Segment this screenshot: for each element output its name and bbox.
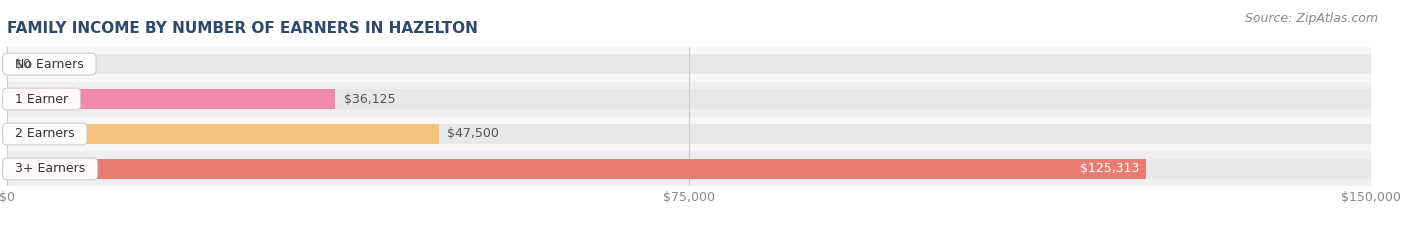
Text: 1 Earner: 1 Earner [7, 93, 76, 106]
Text: $36,125: $36,125 [343, 93, 395, 106]
Text: $0: $0 [15, 58, 31, 71]
Text: Source: ZipAtlas.com: Source: ZipAtlas.com [1244, 12, 1378, 25]
Bar [7, 159, 1146, 179]
Bar [7, 159, 1371, 179]
Bar [7, 89, 336, 109]
Bar [7, 82, 1371, 116]
Text: No Earners: No Earners [7, 58, 91, 71]
Bar [7, 151, 1371, 186]
Text: $47,500: $47,500 [447, 127, 499, 140]
Bar [7, 116, 1371, 151]
Text: FAMILY INCOME BY NUMBER OF EARNERS IN HAZELTON: FAMILY INCOME BY NUMBER OF EARNERS IN HA… [7, 21, 478, 36]
Text: $125,313: $125,313 [1080, 162, 1140, 175]
Bar [7, 124, 1371, 144]
Text: 2 Earners: 2 Earners [7, 127, 83, 140]
Bar [7, 47, 1371, 82]
Bar [7, 89, 1371, 109]
Text: 3+ Earners: 3+ Earners [7, 162, 93, 175]
Bar [7, 124, 439, 144]
Bar [7, 54, 1371, 74]
